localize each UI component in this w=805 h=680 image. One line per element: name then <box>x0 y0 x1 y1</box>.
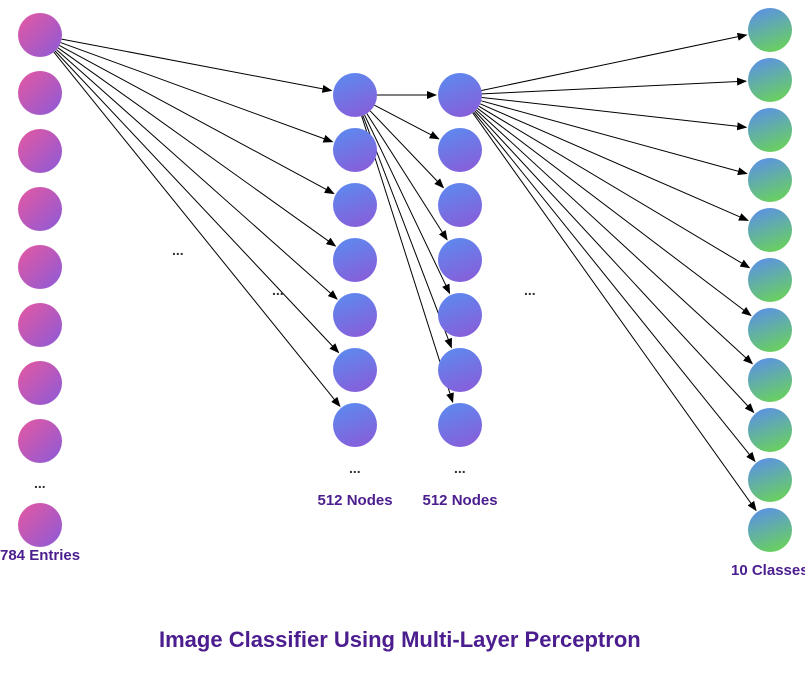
hidden2-label: 512 Nodes <box>423 492 498 509</box>
hidden1-ellipsis: ... <box>349 460 361 476</box>
hidden1-label: 512 Nodes <box>318 492 393 509</box>
diagram-stage: .................. 784 Entries 512 Nodes 51… <box>0 0 805 680</box>
input-node-4 <box>18 245 62 289</box>
hidden1-node-4 <box>333 293 377 337</box>
input-node-2 <box>18 129 62 173</box>
edge <box>54 52 340 406</box>
hidden2-node-5 <box>438 348 482 392</box>
edge <box>474 112 755 461</box>
hidden1-node-3 <box>333 238 377 282</box>
edge <box>478 108 751 315</box>
input-h1-ellipsis: ... <box>172 242 184 258</box>
output-node-10 <box>748 508 792 552</box>
edge <box>364 115 449 293</box>
edge <box>480 104 748 221</box>
edge <box>367 114 447 240</box>
hidden1-node-5 <box>333 348 377 392</box>
hidden2-node-1 <box>438 128 482 172</box>
output-node-0 <box>748 8 792 52</box>
h1-mid-ellipsis: ... <box>272 282 284 298</box>
edges-layer <box>0 0 805 680</box>
hidden2-node-3 <box>438 238 482 282</box>
hidden1-node-1 <box>333 128 377 172</box>
edge <box>476 110 752 364</box>
output-node-9 <box>748 458 792 502</box>
edge <box>59 45 334 193</box>
edge <box>482 81 746 94</box>
input-node-0 <box>18 13 62 57</box>
output-node-2 <box>748 108 792 152</box>
input-node-6 <box>18 361 62 405</box>
hidden1-node-6 <box>333 403 377 447</box>
input-node-7 <box>18 419 62 463</box>
edge <box>482 35 747 91</box>
edge <box>374 105 438 139</box>
input-node-5 <box>18 303 62 347</box>
input-ellipsis: ... <box>34 475 46 491</box>
edge <box>481 101 747 174</box>
output-label: 10 Classes <box>731 562 805 579</box>
hidden2-ellipsis: ... <box>454 460 466 476</box>
input-node-1 <box>18 71 62 115</box>
hidden1-node-2 <box>333 183 377 227</box>
edge <box>61 43 333 142</box>
edge <box>62 39 332 90</box>
output-node-8 <box>748 408 792 452</box>
diagram-title: Image Classifier Using Multi-Layer Perce… <box>159 627 641 653</box>
input-node-3 <box>18 187 62 231</box>
h2-out-ellipsis: ... <box>524 282 536 298</box>
output-node-3 <box>748 158 792 202</box>
edge <box>55 51 338 352</box>
hidden2-node-0 <box>438 73 482 117</box>
output-node-6 <box>748 308 792 352</box>
hidden2-node-2 <box>438 183 482 227</box>
hidden2-node-4 <box>438 293 482 337</box>
edge <box>482 97 746 127</box>
edge <box>473 113 756 511</box>
hidden2-node-6 <box>438 403 482 447</box>
output-node-4 <box>748 208 792 252</box>
edge <box>56 50 337 299</box>
edge <box>58 48 336 246</box>
hidden1-node-0 <box>333 73 377 117</box>
edge <box>479 106 749 267</box>
edge <box>370 111 443 188</box>
output-node-1 <box>748 58 792 102</box>
input-node-8 <box>18 503 62 547</box>
output-node-7 <box>748 358 792 402</box>
output-node-5 <box>748 258 792 302</box>
input-label: 784 Entries <box>0 547 80 564</box>
edge <box>475 111 754 412</box>
